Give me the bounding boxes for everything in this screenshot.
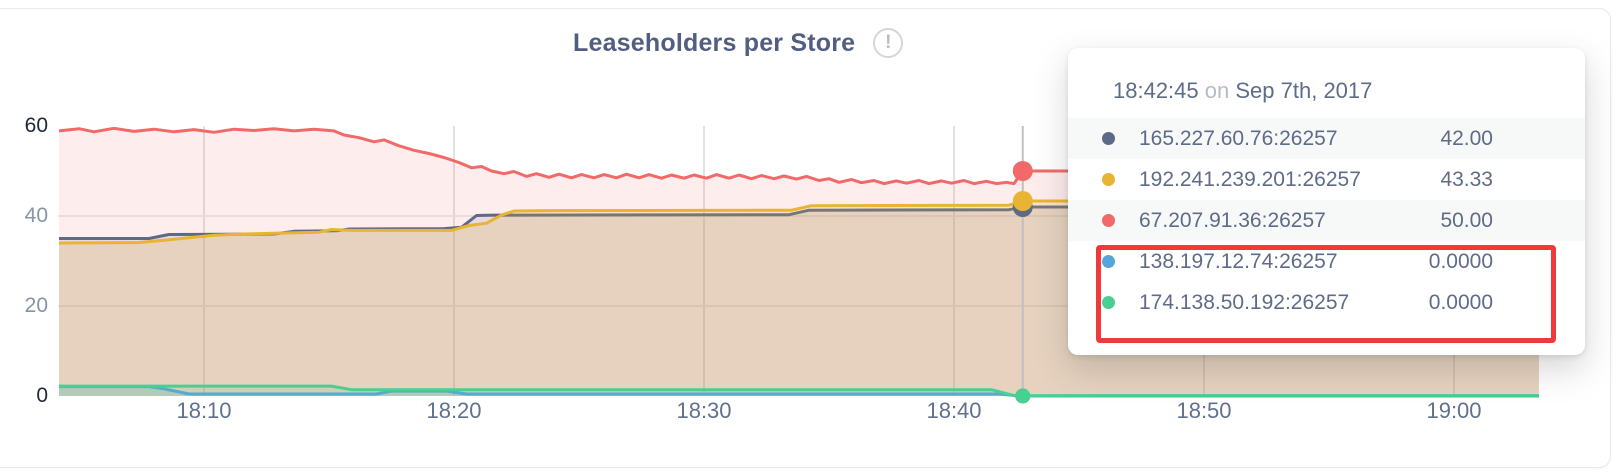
chart-title-row: Leaseholders per Store ! [573,28,904,58]
tooltip-row-label: 165.227.60.76:26257 [1139,126,1338,150]
tooltip-row-label: 67.207.91.36:26257 [1139,208,1326,232]
x-axis-tick-label: 18:40 [926,398,982,423]
series-color-dot [1102,296,1115,309]
series-line [58,199,1539,245]
tooltip-row-label: 138.197.12.74:26257 [1139,249,1338,273]
tooltip-on-word: on [1204,78,1230,103]
y-axis-tick-label: 60 [24,114,48,137]
tooltip-rows: 165.227.60.76:26257 42.00 192.241.239.201:… [1068,118,1585,323]
tooltip-row-value: 0.0000 [1428,290,1493,314]
tooltip-header: 18:42:45 on Sep 7th, 2017 [1068,76,1585,106]
tooltip-row-value: 0.0000 [1428,249,1493,273]
tooltip-row-value: 50.00 [1440,208,1493,232]
x-axis-tick-label: 18:20 [426,398,482,423]
series-line [58,126,1539,186]
y-axis-tick-label: 0 [36,384,48,407]
tooltip-row-value: 43.33 [1440,167,1493,191]
x-axis-tick-label: 18:30 [676,398,732,423]
series-area [59,386,1539,396]
y-axis-tick-label: 40 [24,204,48,227]
crosshair-dot [1015,388,1031,404]
series-line [59,384,1539,398]
hover-tooltip: 18:42:45 on Sep 7th, 2017 165.227.60.76:… [1068,48,1585,355]
x-axis-tick-label: 18:50 [1176,398,1232,423]
series-color-dot [1102,132,1115,145]
tooltip-row: 138.197.12.74:26257 0.0000 [1068,241,1585,282]
tooltip-row: 174.138.50.192:26257 0.0000 [1068,282,1585,323]
info-icon[interactable]: ! [873,28,904,58]
series-color-dot [1102,214,1115,227]
x-axis-tick-label: 18:10 [176,398,232,423]
highlight-rectangle [1096,245,1556,343]
tooltip-row-value: 42.00 [1440,126,1493,150]
x-axis-tick-label: 19:00 [1426,398,1482,423]
tooltip-row: 192.241.239.201:26257 43.33 [1068,159,1585,200]
tooltip-row: 165.227.60.76:26257 42.00 [1068,118,1585,159]
tooltip-row-label: 174.138.50.192:26257 [1139,290,1350,314]
info-icon-glyph: ! [885,32,892,53]
chart-title: Leaseholders per Store [573,28,856,57]
tooltip-row: 67.207.91.36:26257 50.00 [1068,200,1585,241]
series-color-dot [1102,173,1115,186]
crosshair-dot [1012,161,1033,181]
y-axis-tick-label: 20 [24,294,48,317]
series-color-dot [1102,255,1115,268]
tooltip-date: Sep 7th, 2017 [1235,78,1373,103]
tooltip-row-label: 192.241.239.201:26257 [1139,167,1361,191]
tooltip-time: 18:42:45 [1113,78,1199,103]
crosshair-dot [1012,191,1033,212]
